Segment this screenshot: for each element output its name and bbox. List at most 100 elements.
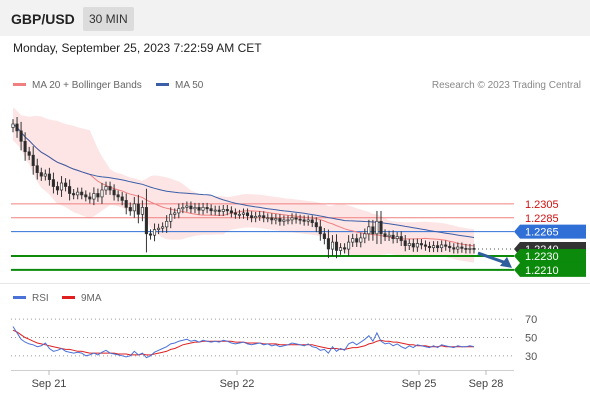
candle-body bbox=[286, 219, 290, 222]
candle-body bbox=[201, 207, 205, 211]
candle-body bbox=[116, 194, 120, 198]
candle-body bbox=[298, 218, 302, 221]
level-label-1.2285: 1.2285 bbox=[525, 213, 559, 225]
candle-body bbox=[19, 130, 23, 142]
candle-body bbox=[468, 248, 472, 250]
candle-body bbox=[375, 220, 379, 235]
candle-body bbox=[258, 215, 262, 218]
bollinger-band bbox=[13, 107, 474, 263]
candle-body bbox=[403, 240, 407, 246]
candle-body bbox=[177, 208, 181, 214]
candle-body bbox=[120, 196, 124, 201]
candle-body bbox=[169, 213, 173, 222]
candle-body bbox=[318, 226, 322, 235]
candle-body bbox=[157, 227, 161, 230]
candle-body bbox=[334, 241, 339, 251]
ma9-swatch bbox=[62, 295, 75, 299]
candle-body bbox=[452, 247, 456, 250]
candle-body bbox=[278, 218, 282, 222]
candle-body bbox=[456, 246, 460, 250]
legend-ma20: MA 20 + Bollinger Bands bbox=[13, 80, 142, 91]
level-tag-1.2210 bbox=[514, 262, 586, 277]
candle-body bbox=[55, 186, 60, 191]
candle-body bbox=[383, 233, 387, 237]
candle-body bbox=[359, 237, 363, 243]
candle-body bbox=[132, 203, 136, 212]
rsi-tick-label: 70 bbox=[525, 314, 537, 326]
level-label-1.2230: 1.2230 bbox=[525, 251, 559, 263]
level-label-1.2305: 1.2305 bbox=[525, 199, 559, 211]
candle-body bbox=[399, 236, 403, 242]
candle-body bbox=[363, 233, 367, 239]
candle-body bbox=[217, 209, 221, 212]
candle-body bbox=[84, 194, 88, 198]
candle-body bbox=[237, 213, 241, 216]
candle-body bbox=[427, 245, 432, 249]
research-credit: Research © 2023 Trading Central bbox=[431, 80, 581, 91]
candle-body bbox=[205, 207, 209, 210]
candle-body bbox=[189, 205, 193, 210]
candle-body bbox=[96, 193, 100, 198]
candle-body bbox=[104, 186, 108, 191]
rsi-tick-label: 50 bbox=[525, 333, 537, 345]
candle-body bbox=[35, 165, 39, 173]
legend-ma50: MA 50 bbox=[156, 80, 203, 91]
candle-body bbox=[431, 245, 436, 249]
candle-body bbox=[407, 243, 411, 246]
candle-body bbox=[148, 233, 153, 236]
candle-body bbox=[266, 217, 270, 220]
candle-body bbox=[395, 236, 399, 239]
candle-body bbox=[290, 217, 294, 221]
candle-body bbox=[338, 247, 343, 251]
legend-9ma-label: 9MA bbox=[81, 293, 102, 304]
timestamp: Monday, September 25, 2023 7:22:59 AM CE… bbox=[13, 41, 262, 55]
candle-body bbox=[367, 226, 371, 235]
level-label-1.2210: 1.2210 bbox=[525, 265, 559, 277]
ma50-line bbox=[12, 123, 475, 238]
candle-body bbox=[181, 207, 185, 210]
time-axis-label: Sep 22 bbox=[220, 378, 255, 390]
candle-body bbox=[80, 191, 84, 196]
candle-body bbox=[250, 215, 254, 219]
candle-body bbox=[173, 212, 177, 215]
candle-body bbox=[330, 241, 335, 250]
level-label-1.2265: 1.2265 bbox=[525, 227, 559, 239]
candle-body bbox=[229, 210, 233, 214]
candle-body bbox=[254, 216, 258, 219]
ma20-swatch bbox=[13, 82, 26, 86]
candle-body bbox=[140, 207, 144, 215]
candle-body bbox=[419, 243, 423, 246]
rsi-swatch bbox=[13, 295, 26, 299]
legend-rsi-label: RSI bbox=[32, 293, 49, 304]
candle-body bbox=[88, 196, 92, 200]
time-axis-label: Sep 25 bbox=[402, 378, 437, 390]
candle-body bbox=[347, 241, 351, 250]
candle-body bbox=[245, 212, 250, 217]
candle-body bbox=[415, 243, 419, 248]
candle-body bbox=[448, 245, 452, 249]
candle-body bbox=[371, 226, 375, 235]
candle-body bbox=[197, 207, 201, 211]
candle-body bbox=[112, 189, 116, 196]
candle-body bbox=[51, 179, 55, 187]
candle-body bbox=[31, 154, 35, 166]
candle-body bbox=[322, 233, 326, 240]
candle-body bbox=[59, 182, 64, 191]
rsi-tick-label: 30 bbox=[525, 351, 537, 363]
candle-body bbox=[310, 219, 314, 224]
timeframe-button[interactable]: 30 MIN bbox=[83, 7, 134, 31]
level-tag-1.2265 bbox=[514, 224, 586, 239]
candle-body bbox=[185, 205, 189, 208]
candle-body bbox=[436, 245, 440, 249]
candle-body bbox=[270, 217, 274, 221]
candle-body bbox=[464, 248, 468, 250]
candle-body bbox=[343, 247, 347, 250]
legend-9ma: 9MA bbox=[62, 293, 102, 304]
candle-body bbox=[423, 244, 428, 247]
header-bar: GBP/USD 30 MIN bbox=[0, 0, 590, 36]
candle-body bbox=[152, 229, 157, 236]
candle-body bbox=[108, 186, 112, 191]
candle-body bbox=[387, 234, 391, 237]
candle-body bbox=[47, 173, 51, 180]
